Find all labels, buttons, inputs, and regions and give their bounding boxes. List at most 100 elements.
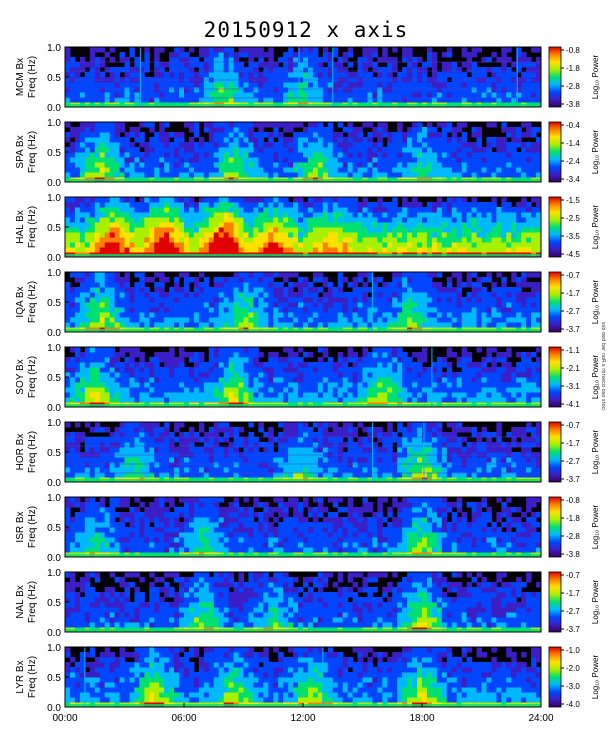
- spectrogram-cell: [357, 137, 363, 143]
- spectrogram-cell: [387, 72, 393, 78]
- spectrogram-cell: [154, 162, 160, 168]
- spectrogram-cell: [268, 167, 274, 173]
- spectrogram-cell: [342, 57, 349, 63]
- spectrogram-cell: [268, 227, 274, 233]
- spectrogram-cell: [188, 247, 195, 253]
- spectrogram-cell: [362, 392, 368, 398]
- spectrogram-cell: [407, 137, 413, 143]
- spectrogram-cell: [397, 122, 403, 128]
- spectrogram-cell: [253, 307, 259, 313]
- spectrogram-cell: [223, 167, 230, 173]
- spectrogram-cell: [367, 47, 373, 53]
- spectrogram-cell: [417, 207, 423, 213]
- spectrogram-cell: [426, 302, 433, 308]
- spectrogram-cell: [342, 382, 349, 388]
- spectrogram-cell: [516, 302, 522, 308]
- spectrogram-cell: [412, 322, 418, 328]
- spectrogram-cell: [223, 202, 230, 208]
- spectrogram-cell: [372, 287, 378, 293]
- spectrogram-cell: [481, 227, 487, 233]
- spectrogram-cell: [536, 157, 541, 163]
- spectrogram-cell: [506, 232, 512, 238]
- spectrogram-cell: [179, 222, 185, 228]
- spectrogram-cell: [382, 82, 388, 88]
- spectrogram-cell: [193, 157, 200, 163]
- spectrogram-cell: [317, 97, 324, 103]
- spectrogram-cell: [208, 287, 215, 293]
- spectrogram-cell: [332, 167, 339, 173]
- spectrogram-cell: [288, 297, 294, 303]
- spectrogram-cell: [303, 367, 309, 373]
- spectrogram-cell: [278, 72, 284, 78]
- spectrogram-cell: [293, 57, 299, 63]
- spectrogram-cell: [337, 212, 344, 218]
- spectrogram-cell: [74, 162, 81, 168]
- spectrogram-cell: [74, 392, 81, 398]
- spectrogram-cell: [89, 197, 96, 203]
- spectrogram-cell: [253, 122, 259, 128]
- spectrogram-cell: [466, 52, 473, 58]
- spectrogram-cell: [169, 142, 175, 148]
- spectrogram-cell: [436, 212, 443, 218]
- spectrogram-cell: [218, 397, 225, 403]
- spectrogram-cell: [154, 197, 160, 203]
- spectrogram-cell: [382, 397, 388, 403]
- spectrogram-cell: [303, 242, 309, 248]
- spectrogram-cell: [223, 132, 230, 138]
- spectrogram-cell: [476, 142, 482, 148]
- spectrogram-cell: [337, 302, 344, 308]
- spectrogram-cell: [476, 92, 482, 98]
- spectrogram-cell: [362, 377, 368, 383]
- spectrogram-cell: [65, 92, 71, 98]
- spectrogram-cell: [179, 307, 185, 313]
- spectrogram-cell: [342, 387, 349, 393]
- spectrogram-cell: [104, 52, 111, 58]
- spectrogram-cell: [238, 232, 244, 238]
- spectrogram-cell: [303, 167, 309, 173]
- spectrogram-cell: [337, 317, 344, 323]
- spectrogram-cell: [278, 157, 284, 163]
- spectrogram-cell: [109, 72, 116, 78]
- spectrogram-cell: [288, 217, 294, 223]
- spectrogram-cell: [198, 322, 205, 328]
- spectrogram-cell: [347, 207, 354, 213]
- spectrogram-cell: [94, 122, 101, 128]
- spectrogram-cell: [84, 162, 91, 168]
- spectrogram-cell: [397, 307, 403, 313]
- spectrogram-cell: [213, 157, 220, 163]
- spectrogram-cell: [159, 377, 165, 383]
- spectrogram-cell: [69, 227, 76, 233]
- spectrogram-cell: [476, 302, 482, 308]
- spectrogram-cell: [357, 387, 363, 393]
- spectrogram-cell: [407, 272, 413, 278]
- spectrogram-cell: [74, 202, 81, 208]
- spectrogram-cell: [248, 367, 254, 373]
- spectrogram-cell: [243, 397, 249, 403]
- spectrogram-cell: [188, 222, 195, 228]
- spectrogram-cell: [536, 322, 541, 328]
- spectrogram-cell: [372, 347, 378, 353]
- spectrogram-cell: [298, 142, 304, 148]
- spectrogram-cell: [203, 127, 210, 133]
- spectrogram-cell: [536, 297, 541, 303]
- low-frequency-band: [65, 179, 541, 182]
- spectrogram-cell: [317, 232, 324, 238]
- spectrogram-cell: [134, 352, 140, 358]
- spectrogram-cell: [188, 312, 195, 318]
- spectrogram-cell: [511, 302, 517, 308]
- spectrogram-cell: [258, 272, 264, 278]
- spectrogram-cell: [79, 127, 86, 133]
- spectrogram-cell: [288, 247, 294, 253]
- spectrogram-cell: [79, 357, 86, 363]
- spectrogram-cell: [312, 212, 319, 218]
- spectrogram-cell: [79, 367, 86, 373]
- spectrogram-cell: [293, 67, 299, 73]
- spectrogram-cell: [94, 67, 101, 73]
- spectrogram-cell: [491, 72, 497, 78]
- spectrogram-cell: [511, 172, 517, 178]
- spectrogram-cell: [104, 147, 111, 153]
- spectrogram-cell: [431, 87, 438, 93]
- spectrogram-cell: [164, 72, 170, 78]
- spectrogram-cell: [139, 377, 145, 383]
- spectrogram-cell: [476, 317, 482, 323]
